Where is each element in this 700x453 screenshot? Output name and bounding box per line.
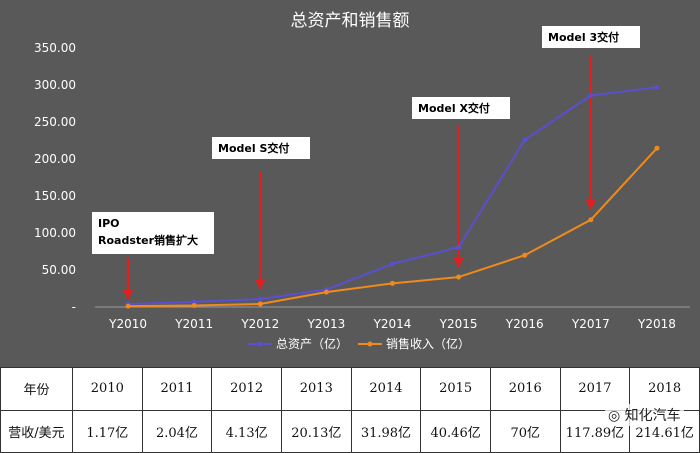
y-tick-label: 150.00	[34, 189, 76, 203]
annotation-arrowhead	[123, 290, 134, 300]
x-tick-label: Y2014	[373, 317, 412, 331]
x-tick-label: Y2010	[108, 317, 147, 331]
annotation-box	[412, 97, 510, 119]
y-tick-label: 100.00	[34, 226, 76, 240]
watermark-text: 知化汽车	[624, 408, 681, 424]
annotation-arrowhead	[585, 200, 596, 210]
annotation-box	[212, 137, 310, 159]
y-tick-label: -	[72, 300, 76, 314]
legend: 总资产（亿） 销售收入（亿）	[248, 336, 470, 351]
data-point	[522, 252, 528, 258]
annotations: IPO Roadster销售扩大 Model S交付 Model X交付 Model 3…	[92, 26, 640, 300]
annotation-label: Model S交付	[218, 141, 289, 155]
annotation-arrowhead	[255, 280, 266, 290]
data-point	[125, 303, 131, 309]
annotation-label: Roadster销售扩大	[98, 233, 198, 247]
x-tick-label: Y2018	[637, 317, 676, 331]
table-cell-year: 2012	[211, 367, 282, 411]
y-tick-label: 350.00	[34, 41, 76, 55]
annotation-box	[542, 26, 640, 48]
series-group	[125, 84, 660, 309]
y-tick-label: 50.00	[42, 263, 76, 277]
table-cell-revenue: 2.04亿	[141, 409, 213, 453]
data-point	[257, 301, 263, 307]
table-header-year: 年份	[0, 367, 73, 411]
legend-label: 总资产（亿）	[276, 336, 348, 351]
data-point	[191, 302, 197, 308]
table-cell-revenue: 4.13亿	[211, 409, 282, 453]
table-header-revenue: 营收/美元	[0, 409, 73, 453]
annotation-box	[92, 212, 214, 254]
watermark: ◎ 知化汽车	[605, 404, 684, 426]
data-point	[456, 274, 462, 280]
x-axis: Y2010 Y2011 Y2012 Y2013 Y2014 Y2015 Y2016 Y2017…	[95, 306, 690, 331]
data-point	[390, 280, 395, 286]
table-cell-revenue: 20.13亿	[280, 409, 352, 453]
table-cell-year: 2011	[141, 367, 213, 411]
annotation-label: Model 3交付	[548, 30, 619, 44]
series-line	[128, 86, 658, 306]
x-tick-label: Y2011	[174, 317, 213, 331]
legend-marker	[257, 341, 263, 347]
y-tick-label: 300.00	[34, 78, 76, 92]
table-cell-revenue: 70亿	[489, 409, 561, 453]
table-cell-revenue: 40.46亿	[420, 409, 491, 453]
legend-label: 销售收入（亿）	[386, 336, 470, 351]
data-point	[588, 93, 594, 99]
data-point	[522, 137, 528, 143]
table-row-revenue: 营收/美元 1.17亿 2.04亿 4.13亿 20.13亿 31.98亿 40.46亿 7…	[0, 409, 700, 453]
y-tick-label: 200.00	[34, 152, 76, 166]
revenue-table-panel: 年份 2010 2011 2012 2013 2014 2015 2016 2017 2018 …	[0, 367, 700, 453]
table-cell-revenue: 214.61亿	[629, 409, 700, 453]
x-tick-label: Y2013	[306, 317, 345, 331]
data-point	[390, 261, 395, 267]
data-point	[588, 217, 594, 223]
table-cell-year: 2016	[489, 367, 561, 411]
data-point	[654, 84, 660, 90]
x-tick-label: Y2012	[240, 317, 279, 331]
annotation-arrowhead	[453, 258, 464, 268]
legend-marker	[367, 341, 373, 347]
y-axis: - 50.00 100.00 150.00 200.00 250.00 300.00 350.…	[34, 41, 76, 314]
table-cell-year: 2010	[72, 367, 143, 411]
y-tick-label: 250.00	[34, 115, 76, 129]
table-cell-year: 2013	[280, 367, 352, 411]
data-point	[191, 299, 197, 305]
table-cell-year: 2014	[350, 367, 422, 411]
revenue-table: 年份 2010 2011 2012 2013 2014 2015 2016 2017 2018 …	[0, 367, 700, 453]
table-cell-year: 2018	[629, 367, 700, 411]
chart-title: 总资产和销售额	[291, 11, 410, 31]
x-tick-label: Y2016	[505, 317, 544, 331]
line-chart: 总资产和销售额 - 50.00 100.00 150.00 200.00 250.00 30…	[34, 11, 690, 351]
data-point	[323, 289, 329, 295]
data-point	[257, 296, 263, 302]
x-tick-label: Y2015	[439, 317, 478, 331]
wechat-logo-icon: ◎	[608, 408, 621, 424]
annotation-label: Model X交付	[418, 101, 490, 115]
x-tick-label: Y2017	[571, 317, 610, 331]
chart-panel: 总资产和销售额 - 50.00 100.00 150.00 200.00 250.00 30…	[0, 0, 700, 367]
table-cell-year: 2015	[420, 367, 491, 411]
data-point	[456, 244, 462, 250]
table-row-years: 年份 2010 2011 2012 2013 2014 2015 2016 2017 2018	[0, 367, 700, 411]
table-cell-revenue: 1.17亿	[72, 409, 143, 453]
annotation-label: IPO	[98, 217, 120, 230]
table-cell-revenue: 31.98亿	[350, 409, 422, 453]
data-point	[654, 145, 660, 151]
